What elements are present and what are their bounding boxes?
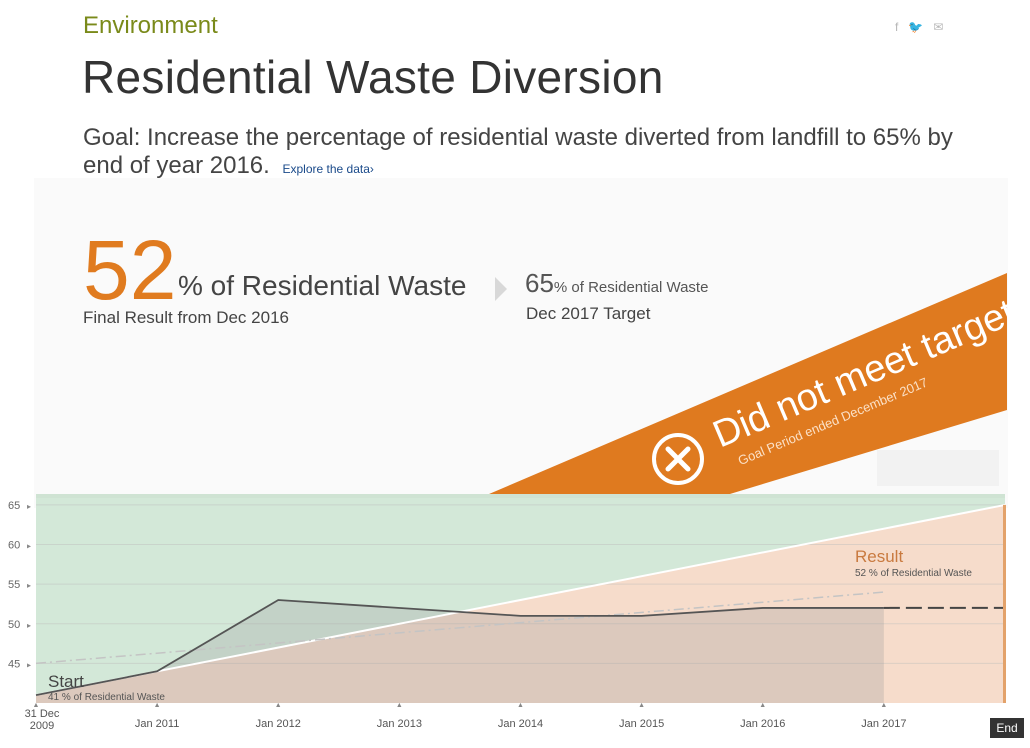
y-tick-label: 55 [8, 579, 20, 591]
x-tick-mark: ▲ [517, 702, 524, 709]
placeholder-box [877, 450, 999, 486]
start-label: Start [48, 672, 84, 691]
x-tick-label: 2009 [30, 720, 54, 732]
target-unit: % of Residential Waste [553, 279, 709, 296]
x-tick-label: Jan 2011 [135, 718, 179, 730]
result-label: Final Result from Dec 2016 [83, 308, 289, 327]
y-tick-label: 65 [8, 500, 20, 512]
category-label: Environment [83, 12, 218, 39]
start-sub-label: 41 % of Residential Waste [48, 692, 165, 703]
result-unit: % of Residential Waste [178, 270, 467, 301]
email-icon[interactable]: ✉ [933, 20, 944, 34]
actual-line [35, 599, 884, 696]
end-button[interactable]: End [990, 718, 1024, 738]
banner-shape [482, 273, 1007, 497]
y-tick-label: 50 [8, 619, 20, 631]
close-circle-icon [652, 433, 704, 485]
trend-line [35, 591, 884, 665]
explore-data-link[interactable]: Explore the data› [282, 162, 374, 176]
facebook-icon[interactable]: f [895, 20, 899, 34]
zone-top-bar [36, 494, 1005, 498]
tick-arrow-icon: ▸ [27, 660, 31, 669]
x-tick-mark: ▲ [638, 702, 645, 709]
x-tick-label: Jan 2012 [256, 718, 301, 730]
chevron-right-icon: › [369, 162, 374, 176]
tick-arrow-icon: ▸ [27, 621, 31, 630]
tick-arrow-icon: ▸ [27, 542, 31, 551]
x-tick-mark: ▲ [759, 702, 766, 709]
tick-arrow-icon: ▸ [27, 502, 31, 511]
y-tick-label: 45 [8, 658, 20, 670]
x-tick-mark: ▲ [154, 702, 161, 709]
orange-zone [36, 504, 1005, 703]
arrow-right-icon [495, 277, 507, 301]
status-banner: Did not meet target Goal Period ended De… [482, 273, 1021, 497]
target-label: Dec 2017 Target [526, 304, 651, 323]
twitter-icon[interactable]: 🐦 [908, 20, 924, 34]
x-tick-mark: ▲ [880, 702, 887, 709]
x-tick-label: Jan 2017 [861, 718, 906, 730]
x-tick-mark: ▲ [275, 702, 282, 709]
goal-text: Goal: Increase the percentage of residen… [83, 124, 963, 183]
actual-area [36, 600, 884, 703]
page-title: Residential Waste Diversion [82, 51, 664, 103]
goal-statement: Goal: Increase the percentage of residen… [83, 124, 953, 179]
social-share: f 🐦 ✉ [895, 20, 943, 34]
result-label: Result [855, 547, 903, 566]
y-tick-label: 60 [8, 540, 20, 552]
result-value: 52 [83, 223, 177, 317]
close-icon [665, 446, 691, 472]
x-tick-label: Jan 2015 [619, 718, 664, 730]
x-tick-label: Jan 2016 [740, 718, 785, 730]
x-tick-mark: ▲ [33, 702, 40, 709]
result-sub-label: 52 % of Residential Waste [855, 568, 972, 579]
x-tick-label: 31 Dec [25, 708, 60, 720]
target-line [35, 503, 1006, 697]
x-tick-mark: ▲ [396, 702, 403, 709]
x-tick-label: Jan 2014 [498, 718, 543, 730]
x-tick-label: Jan 2013 [377, 718, 422, 730]
end-marker [1003, 504, 1006, 703]
tick-arrow-icon: ▸ [27, 581, 31, 590]
target-value: 65 [525, 268, 554, 298]
target-value-line: 65% of Residential Waste [525, 268, 708, 299]
